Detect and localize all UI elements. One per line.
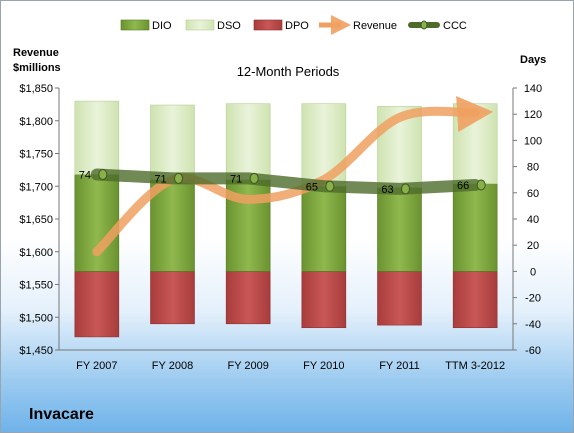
category-label: TTM 3-2012 [445,360,505,372]
left-tick-label: $1,600 [19,247,53,259]
ccc-data-label: 71 [154,173,166,185]
ccc-data-label: 66 [457,180,469,192]
bar-dio [377,187,422,272]
category-label: FY 2008 [152,360,193,372]
bar-dso [225,103,271,181]
left-tick-label: $1,450 [19,345,53,357]
right-tick-label: 100 [524,135,542,147]
right-tick-label: 120 [524,109,542,121]
ccc-point [98,168,108,180]
category-label: FY 2011 [379,360,420,372]
ccc-data-label: 71 [230,173,242,185]
bar-dio [74,174,120,272]
ccc-point [174,172,183,184]
bar-dpo [452,271,498,329]
right-tick-label: 20 [527,240,539,252]
bar-dso [74,100,120,175]
ccc-point [325,180,335,192]
legend-swatch-dpo [253,19,283,31]
legend-label-ccc: CCC [443,20,467,32]
bar-dpo [150,271,195,325]
bar-dio [452,183,498,272]
category-label: FY 2007 [76,360,117,372]
left-tick-label: $1,550 [19,280,53,292]
bar-dso [150,104,195,180]
left-tick-label: $1,750 [19,149,53,161]
ccc-point [401,183,410,195]
right-tick-label: 140 [524,83,542,95]
right-tick-label: 60 [527,188,539,200]
ccc-data-label: 74 [79,169,91,181]
left-tick-label: $1,800 [19,116,53,128]
legend-label-dso: DSO [217,20,241,32]
category-label: FY 2010 [303,360,344,372]
ccc-line [90,168,482,195]
right-tick-label: 40 [527,214,539,226]
left-tick-label: $1,850 [19,83,53,95]
left-tick-label: $1,500 [19,312,53,324]
legend-marker-ccc [420,20,428,30]
right-tick-label: 80 [527,162,539,174]
chart-title: 12-Month Periods [237,64,340,79]
bar-dpo [225,271,271,325]
left-tick-label: $1,650 [19,214,53,226]
right-tick-label: -40 [525,319,541,331]
company-name: Invacare [29,406,94,423]
ccc-data-label: 63 [381,184,393,196]
left-tick-label: $1,700 [19,181,53,193]
ccc-point [249,172,259,184]
bar-dpo [301,271,347,329]
right-axis-label: Days [520,54,546,66]
left-axis-label-line1: Revenue [13,47,59,59]
legend-label-dio: DIO [152,20,172,32]
bar-dpo [74,271,120,338]
bar-dio [301,185,347,272]
legend-swatch-dio [120,19,150,31]
revenue-line [92,95,494,257]
right-tick-label: -60 [525,345,541,357]
ccc-data-label: 65 [306,181,318,193]
legend-swatch-dso [185,19,215,31]
category-label: FY 2009 [227,360,268,372]
right-tick-label: -20 [525,293,541,305]
legend-label-revenue: Revenue [353,20,397,32]
right-tick-label: 0 [530,266,536,278]
legend-label-dpo: DPO [285,20,309,32]
bar-dio [150,179,195,272]
ccc-point [476,179,486,191]
bar-dpo [377,271,422,326]
left-axis-label-line2: $millions [13,62,61,74]
